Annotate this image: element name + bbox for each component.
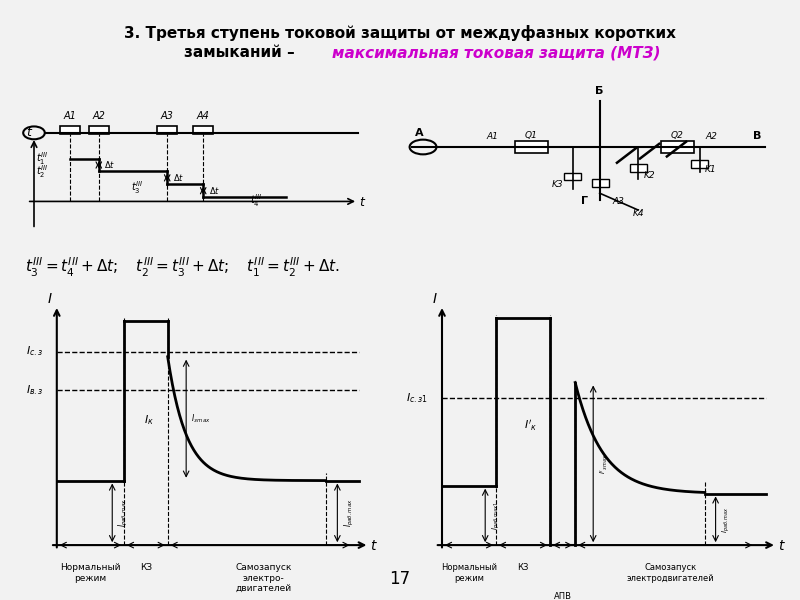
Text: K1: K1 [706, 165, 717, 174]
Text: $I'_{к}$: $I'_{к}$ [523, 419, 537, 433]
Text: Б: Б [595, 86, 604, 97]
Text: максимальная токовая защита (МТЗ): максимальная токовая защита (МТЗ) [332, 45, 661, 60]
Bar [157, 126, 178, 133]
Bar [661, 141, 694, 153]
Text: t: t [26, 126, 31, 139]
Text: $I_{раб.max}$: $I_{раб.max}$ [118, 499, 130, 527]
Text: Нормальный
режим: Нормальный режим [441, 563, 497, 583]
Text: $\Delta t$: $\Delta t$ [173, 172, 184, 184]
Text: $I_{к}$: $I_{к}$ [144, 413, 154, 427]
Text: $I_{раб.max}$: $I_{раб.max}$ [342, 499, 355, 527]
Text: $I_{з\,max}$: $I_{з\,max}$ [191, 412, 211, 425]
Text: Г: Г [581, 196, 588, 206]
Text: t: t [778, 539, 783, 553]
Text: $t_1^{III}$: $t_1^{III}$ [36, 150, 48, 167]
Text: I: I [48, 292, 52, 305]
Text: Q1: Q1 [525, 131, 538, 140]
Text: A3: A3 [613, 197, 625, 206]
Text: $\Delta t$: $\Delta t$ [104, 160, 115, 170]
Text: КЗ: КЗ [140, 563, 152, 572]
Bar [193, 126, 214, 133]
Text: $\Delta t$: $\Delta t$ [209, 185, 220, 196]
Bar [592, 179, 609, 187]
Text: A1: A1 [63, 110, 77, 121]
Text: A: A [415, 128, 423, 139]
Text: K3: K3 [552, 180, 563, 189]
Bar [515, 141, 548, 153]
Text: $I_{в.з}$: $I_{в.з}$ [26, 383, 43, 397]
Text: $I'_{з\,max}$: $I'_{з\,max}$ [598, 454, 610, 474]
Text: АПВ: АПВ [554, 592, 571, 600]
Text: Самозапуск
электро-
двигателей: Самозапуск электро- двигателей [235, 563, 292, 593]
Text: t: t [359, 196, 364, 209]
Text: 3. Третья ступень токовой защиты от междуфазных коротких: 3. Третья ступень токовой защиты от межд… [124, 25, 676, 41]
Text: $I_{с.з1}$: $I_{с.з1}$ [406, 391, 428, 405]
Bar [564, 173, 582, 180]
Text: $t_3^{III} = t_4^{III} + \Delta t;\quad t_2^{III} = t_3^{III} + \Delta t;\quad t: $t_3^{III} = t_4^{III} + \Delta t;\quad … [26, 256, 340, 278]
Text: A2: A2 [92, 110, 106, 121]
Text: K4: K4 [632, 209, 644, 218]
Text: Нормальный
режим: Нормальный режим [60, 563, 121, 583]
Bar [691, 160, 708, 167]
Text: $I_{с.з}$: $I_{с.з}$ [26, 344, 43, 358]
Text: A1: A1 [486, 131, 498, 140]
Text: $I_{раб.max}$: $I_{раб.max}$ [721, 506, 733, 533]
Text: КЗ: КЗ [518, 563, 529, 572]
Text: K2: K2 [644, 172, 655, 181]
Bar [630, 164, 646, 172]
Text: $I_{раб.max1}$: $I_{раб.max1}$ [490, 501, 502, 530]
Bar [60, 126, 80, 133]
Text: Самозапуск
электродвигателей: Самозапуск электродвигателей [626, 563, 714, 583]
Text: замыканий –: замыканий – [184, 45, 300, 60]
Text: $t_4^{III}$: $t_4^{III}$ [250, 192, 262, 209]
Text: 17: 17 [390, 570, 410, 588]
Text: A2: A2 [705, 131, 717, 140]
Text: t: t [370, 539, 375, 553]
Text: I: I [433, 292, 437, 305]
Bar [89, 126, 109, 133]
Text: Q2: Q2 [671, 131, 684, 140]
Text: $t_3^{III}$: $t_3^{III}$ [131, 179, 144, 196]
Text: A4: A4 [197, 110, 210, 121]
Text: $t_2^{III}$: $t_2^{III}$ [36, 163, 48, 180]
Text: A3: A3 [161, 110, 174, 121]
Text: В: В [753, 131, 762, 140]
